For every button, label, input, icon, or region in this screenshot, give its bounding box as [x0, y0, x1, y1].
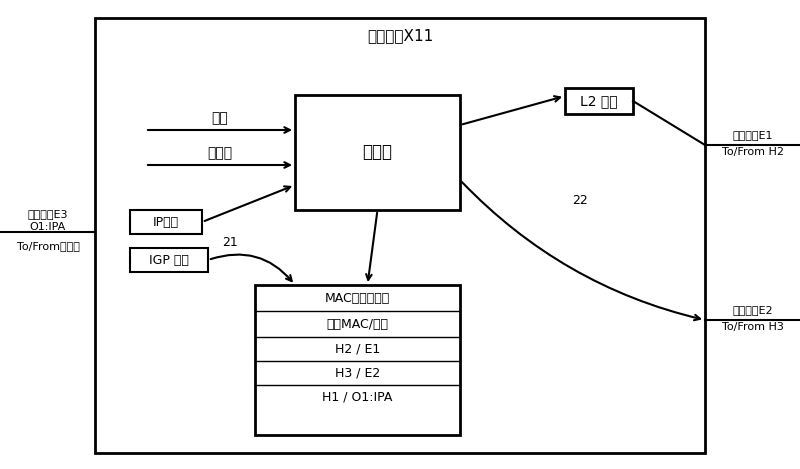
Text: 解封装: 解封装 — [207, 146, 233, 160]
Text: To/From H3: To/From H3 — [722, 322, 784, 332]
Text: 外部接口E3: 外部接口E3 — [28, 209, 68, 219]
Bar — [295, 95, 460, 210]
Bar — [255, 285, 460, 435]
Text: O1:IPA: O1:IPA — [30, 222, 66, 232]
Text: H1 / O1:IPA: H1 / O1:IPA — [322, 391, 393, 403]
Bar — [565, 88, 633, 114]
Text: 处理器: 处理器 — [362, 144, 393, 161]
Text: H3 / E2: H3 / E2 — [335, 366, 380, 379]
Text: 边缘设备X11: 边缘设备X11 — [367, 29, 433, 44]
Text: L2 报文: L2 报文 — [580, 94, 618, 108]
Text: 封装: 封装 — [212, 111, 228, 125]
Text: To/From核心网: To/From核心网 — [17, 241, 79, 251]
Bar — [130, 210, 202, 234]
Text: MAC地址映射表: MAC地址映射表 — [325, 292, 390, 304]
Text: IP报文: IP报文 — [153, 215, 179, 228]
Text: 21: 21 — [222, 236, 238, 250]
Text: 内部接口E2: 内部接口E2 — [733, 305, 774, 315]
Text: 22: 22 — [572, 194, 588, 206]
Bar — [95, 18, 705, 453]
Text: 目的MAC/端口: 目的MAC/端口 — [326, 318, 389, 331]
Text: 内部接口E1: 内部接口E1 — [733, 130, 774, 140]
Text: IGP 报文: IGP 报文 — [149, 254, 189, 266]
Text: To/From H2: To/From H2 — [722, 147, 784, 157]
Text: H2 / E1: H2 / E1 — [335, 342, 380, 356]
Bar — [130, 248, 208, 272]
